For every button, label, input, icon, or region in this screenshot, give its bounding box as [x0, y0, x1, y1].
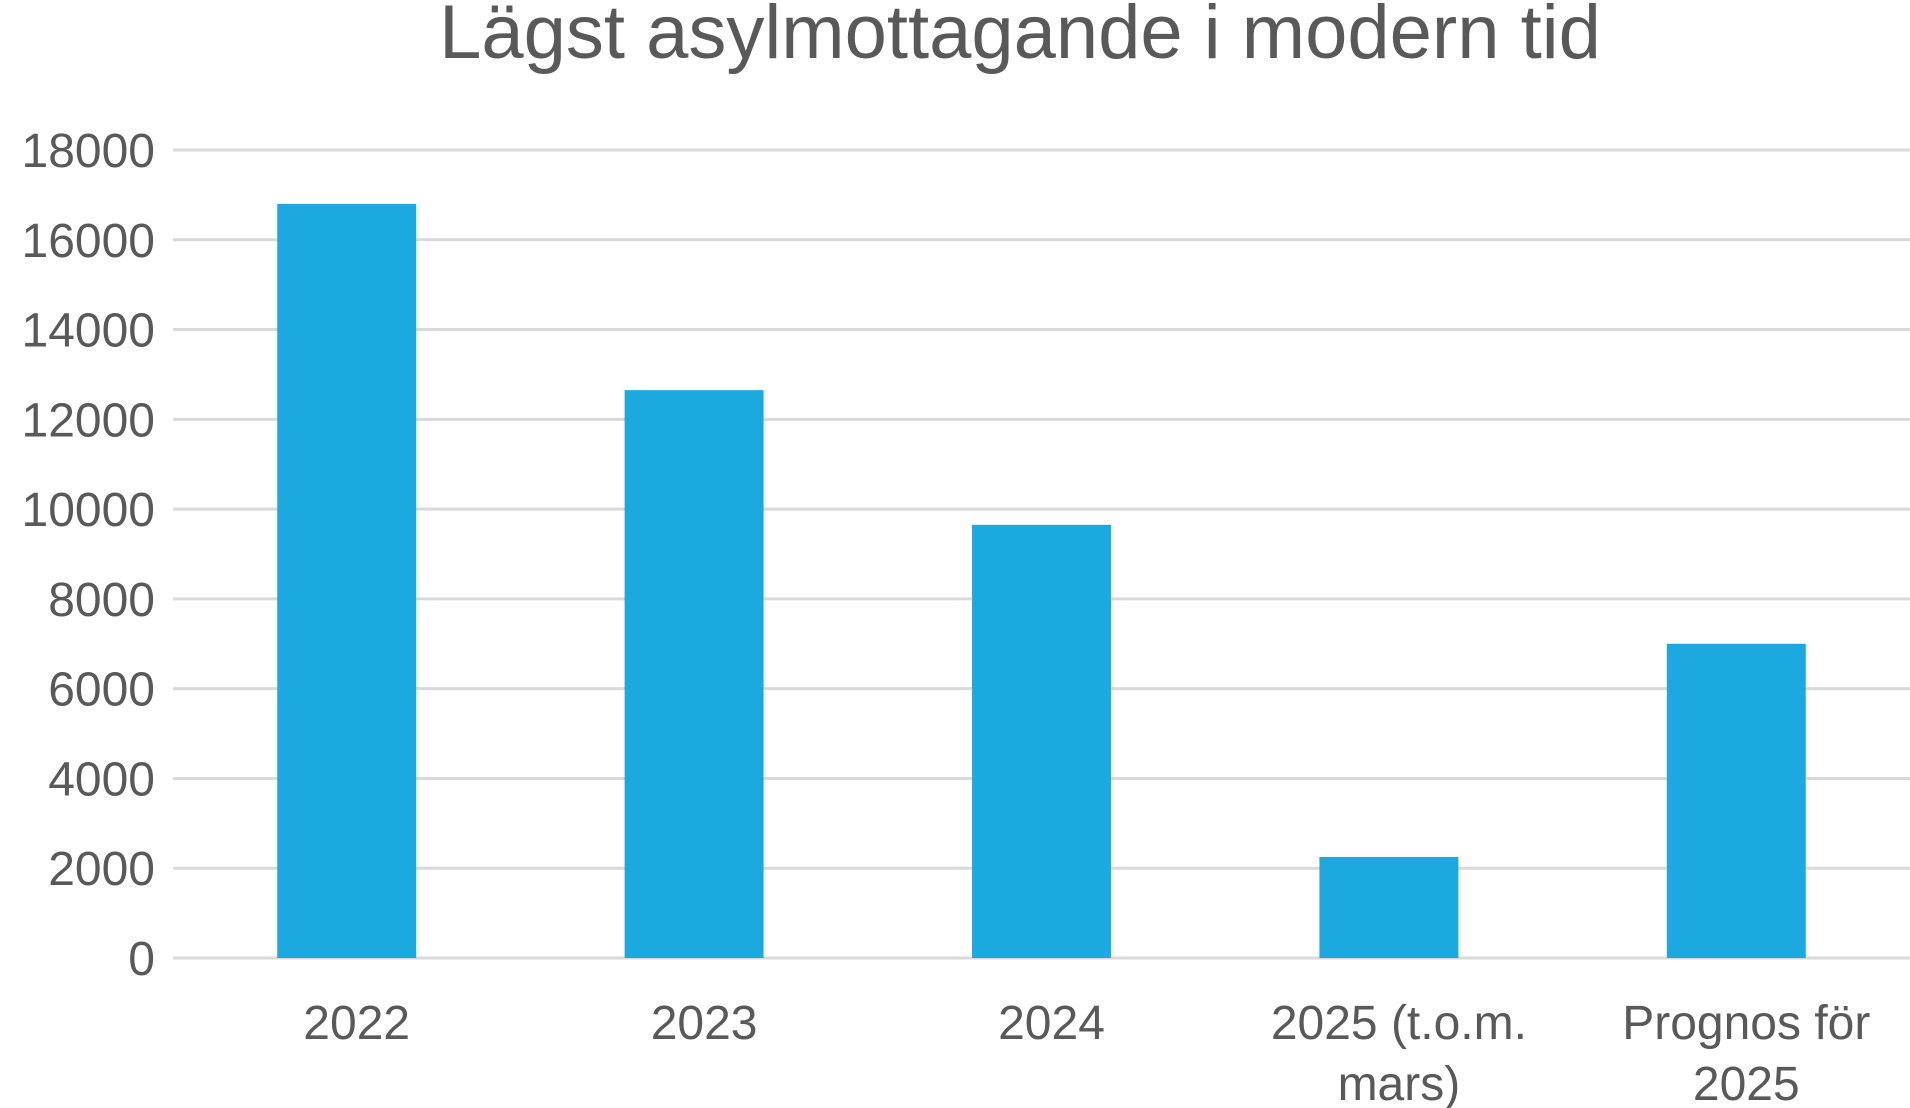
x-category-label-line: 2025 — [1693, 1058, 1800, 1108]
y-tick-label: 4000 — [48, 753, 155, 806]
x-category-label: 2024 — [998, 997, 1105, 1050]
y-tick-label: 18000 — [22, 125, 155, 178]
y-tick-label: 16000 — [22, 215, 155, 268]
x-category-label: 2025 (t.o.m. mars) — [1271, 997, 1527, 1108]
bars — [277, 203, 1806, 959]
y-tick-label: 12000 — [22, 394, 155, 447]
y-tick-label: 14000 — [22, 305, 155, 358]
y-tick-label: 10000 — [22, 484, 155, 537]
bar — [277, 203, 417, 958]
bar — [1319, 857, 1459, 958]
y-tick-label: 6000 — [48, 664, 155, 717]
x-axis-category-labels: 2022 2023 2024 2025 (t.o.m. mars) Prognos för… — [303, 997, 1870, 1108]
x-category-label-line: mars) — [1338, 1058, 1461, 1108]
x-category-label-line: 2024 — [998, 997, 1105, 1050]
y-axis-tick-labels: 0 2000 4000 6000 8000 10000 12000 14000 16000 180… — [22, 125, 155, 986]
chart-title: Lägst asylmottagande i modern tid — [439, 0, 1601, 75]
y-tick-label: 8000 — [48, 574, 155, 627]
x-category-label: Prognos för 2025 — [1622, 997, 1870, 1108]
bar — [624, 390, 764, 959]
x-category-label-line: 2022 — [303, 997, 410, 1050]
y-tick-label: 2000 — [48, 843, 155, 896]
x-category-label: 2022 — [303, 997, 410, 1050]
x-category-label-line: 2025 (t.o.m. — [1271, 997, 1527, 1050]
bar — [972, 524, 1111, 958]
bar — [1666, 643, 1806, 958]
x-category-label-line: Prognos för — [1622, 997, 1870, 1050]
x-category-label: 2023 — [651, 997, 758, 1050]
y-tick-label: 0 — [128, 933, 155, 986]
x-category-label-line: 2023 — [651, 997, 758, 1050]
